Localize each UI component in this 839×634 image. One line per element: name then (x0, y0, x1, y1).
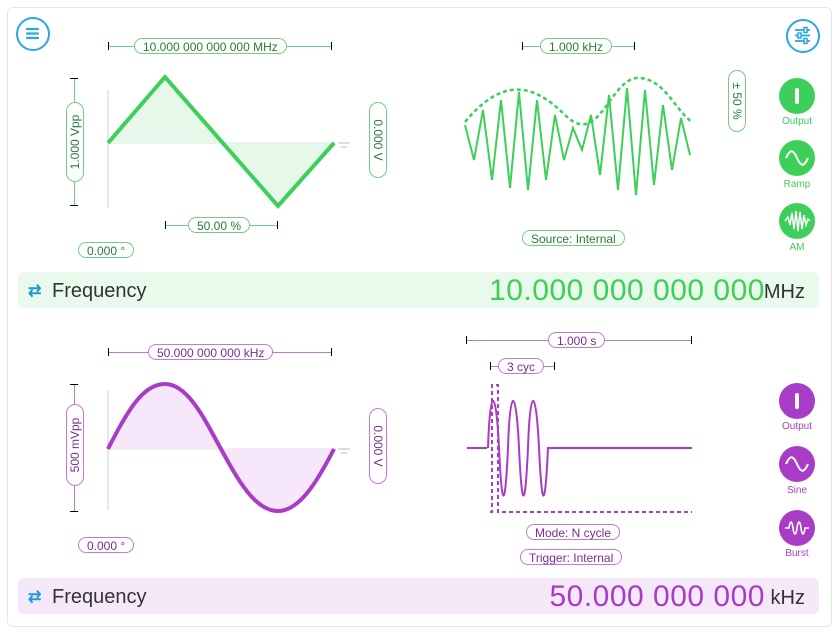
swap-arrows-icon[interactable]: ⇄ (28, 589, 42, 606)
ch1-frequency-bar[interactable]: ⇄ Frequency 10.000 000 000 000 MHz (18, 272, 819, 308)
ch1-phase-pill[interactable]: 0.000 ° (78, 242, 135, 258)
ch2-amplitude-pill[interactable]: 500 mVpp (66, 404, 84, 486)
am-wave-icon (784, 210, 811, 232)
ch2-bar-label: Frequency (52, 586, 147, 608)
ch1-waveform-label: Ramp (783, 179, 811, 190)
ch1-modfreq-tick-left (522, 42, 523, 50)
ch2-offset-label: 0.000 V (371, 425, 385, 467)
ch1-depth-pill[interactable]: ± 50 % (728, 70, 746, 132)
ch2-waveform-label: Sine (786, 485, 807, 496)
ch1-amplitude-tick-top (70, 78, 78, 79)
ch1-mode-label: AM (789, 242, 805, 253)
ch2-sine-trace (106, 381, 336, 514)
ch1-modfreq-tick-right (634, 42, 635, 50)
ch1-source-pill[interactable]: Source: Internal (522, 230, 625, 246)
ch2-offset-pill[interactable]: 0.000 V (369, 408, 387, 484)
ch2-burst-waveform (467, 384, 692, 513)
power-icon (795, 88, 799, 104)
ch1-frequency-dimension-tick-right (331, 42, 332, 50)
ch2-cycles-tick-left (490, 362, 491, 370)
ch1-depth-label: ± 50 % (730, 82, 744, 120)
ch2-burst-cycles (487, 399, 692, 497)
ch1-waveform-button[interactable] (779, 140, 815, 176)
ch1-fill-bottom (222, 143, 334, 206)
ch2-ground-icon (338, 448, 350, 454)
ch1-am-carrier (464, 87, 691, 196)
menu-icon (25, 27, 40, 40)
ch2-mode-label: Burst (785, 548, 809, 559)
ch2-mode-button[interactable] (779, 510, 815, 546)
sine-wave-icon (785, 456, 809, 472)
ch2-frequency-unit: kHz (770, 587, 805, 609)
burst-wave-icon (785, 521, 809, 535)
ch2-period-tick-left (466, 336, 467, 344)
ch1-amplitude-pill[interactable]: 1.000 Vpp (66, 102, 84, 182)
ch1-ground-icon (338, 142, 350, 148)
ch2-frequency-bar[interactable]: ⇄ Frequency 50.000 000 000 kHz (18, 578, 819, 614)
ch2-frequency-pill[interactable]: 50.000 000 000 kHz (148, 344, 274, 360)
ch2-period-tick-right (691, 336, 692, 344)
ch1-frequency-dimension-tick-left (108, 42, 109, 50)
ch2-period-pill[interactable]: 1.000 s (548, 332, 606, 348)
ch2-phase-pill[interactable]: 0.000 ° (78, 537, 135, 553)
sliders-icon (795, 26, 810, 45)
ch2-output-label: Output (781, 421, 813, 432)
ch1-modfreq-pill[interactable]: 1.000 kHz (540, 38, 613, 54)
ch1-offset-pill[interactable]: 0.000 V (369, 102, 387, 178)
ch2-cycles-tick-right (554, 362, 555, 370)
ch2-trigger-trace (490, 384, 692, 513)
ch2-amplitude-label: 500 mVpp (68, 417, 82, 473)
ch1-amplitude-tick-bottom (70, 205, 78, 206)
ch1-am-envelope-top (464, 76, 693, 126)
swap-arrows-icon[interactable]: ⇄ (28, 283, 42, 300)
ch1-symmetry-pill[interactable]: 50.00 % (188, 217, 251, 233)
ch1-fill-top (108, 77, 222, 143)
settings-button[interactable] (786, 19, 820, 53)
ch1-ramp-waveform (106, 73, 350, 210)
ch2-amplitude-tick-top (70, 384, 78, 385)
ch2-frequency-tick-right (331, 348, 332, 356)
ch1-ramp-trace (106, 73, 336, 210)
ch1-symmetry-tick-left (165, 221, 166, 229)
ch2-amplitude-tick-bottom (70, 511, 78, 512)
ch1-mode-button[interactable] (779, 203, 815, 239)
ramp-wave-icon (785, 150, 809, 166)
ch2-trigger-pill[interactable]: Trigger: Internal (520, 549, 623, 565)
power-icon (795, 393, 799, 409)
ch1-frequency-unit: MHz (763, 281, 805, 303)
ch2-output-button[interactable] (779, 383, 815, 419)
ch2-fill (108, 384, 334, 511)
ch1-offset-label: 0.000 V (371, 119, 385, 161)
ch2-frequency-tick-left (108, 348, 109, 356)
ch2-cycles-pill[interactable]: 3 cyc (498, 358, 545, 374)
ch1-symmetry-tick-right (277, 221, 278, 229)
ch1-frequency-value[interactable]: 10.000 000 000 000 (489, 274, 765, 307)
ch1-am-waveform (464, 76, 693, 196)
ch1-frequency-pill[interactable]: 10.000 000 000 000 MHz (134, 38, 287, 54)
ch2-waveform-button[interactable] (779, 446, 815, 482)
ch1-output-button[interactable] (779, 78, 815, 114)
ch1-bar-label: Frequency (52, 280, 147, 302)
menu-button[interactable] (16, 17, 50, 51)
ch1-output-label: Output (781, 116, 813, 127)
ch1-amplitude-label: 1.000 Vpp (68, 114, 82, 170)
ch2-frequency-value[interactable]: 50.000 000 000 (549, 580, 765, 613)
ch2-sine-waveform (106, 381, 350, 514)
ch2-mode-pill[interactable]: Mode: N cycle (526, 524, 621, 540)
